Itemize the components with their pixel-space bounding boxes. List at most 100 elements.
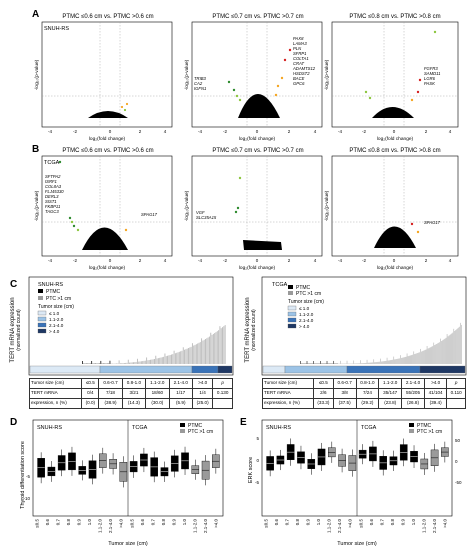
- b1-dataset-label: TCGA: [44, 160, 60, 166]
- bar: [447, 336, 449, 364]
- bar: [456, 329, 457, 364]
- bar: [207, 337, 209, 364]
- bar: [448, 335, 450, 364]
- bar: [436, 343, 437, 364]
- c-left-dataset: SNUH-RS: [38, 282, 63, 288]
- c-right-legend: PTMC PTC >1 cm Tumor size (cm) ≤ 1.0 1.1…: [287, 285, 324, 329]
- a2-points: [227, 48, 292, 118]
- bar: [150, 359, 151, 364]
- bar: [143, 360, 145, 364]
- svg-text:FLJ45330: FLJ45330: [45, 189, 64, 194]
- b3-frame: [331, 155, 459, 257]
- x-tick-label: 2.1-4.0: [337, 519, 342, 534]
- bar: [157, 358, 159, 364]
- c-ylabel-left: TERT mRNA expression: [10, 297, 16, 362]
- panel-e: ERK score SNUH-RS TCGA PTMC PTC >1 cm 5 …: [248, 419, 462, 547]
- bar: [168, 355, 170, 364]
- bar: [386, 357, 388, 364]
- svg-text:0: 0: [109, 258, 112, 263]
- bar: [218, 330, 220, 364]
- bar: [439, 342, 440, 364]
- a2-title: PTMC ≤0.7 cm vs. PTMC >0.7 cm: [212, 14, 303, 20]
- bar: [451, 333, 453, 364]
- bar: [437, 343, 438, 364]
- c-left-size-strip: [29, 365, 233, 374]
- svg-text:DERL3: DERL3: [45, 194, 59, 199]
- bar: [156, 358, 158, 364]
- svg-text:2: 2: [139, 258, 142, 263]
- c-left-bars: [82, 325, 226, 364]
- bar: [381, 361, 383, 364]
- svg-text:-log₁₀(p-value): -log₁₀(p-value): [184, 59, 190, 90]
- bar: [399, 358, 400, 364]
- bar: [191, 343, 193, 364]
- svg-text:-4: -4: [198, 129, 202, 134]
- bar: [346, 360, 348, 364]
- bar: [460, 322, 461, 364]
- bar: [457, 328, 458, 364]
- a3-gene-right: LGR6: [424, 76, 436, 81]
- bar: [452, 332, 454, 364]
- e-xlabel: Tumor size (cm): [337, 541, 377, 547]
- a2-gene-right: GPC6: [293, 81, 305, 86]
- bar: [194, 344, 196, 364]
- svg-text:-4: -4: [198, 258, 202, 263]
- bar: [363, 363, 365, 364]
- a1-dataset-label: SNUH-RS: [44, 26, 69, 32]
- bar: [372, 362, 374, 364]
- bar: [109, 360, 111, 364]
- bar: [211, 334, 213, 364]
- legend-ptc-swatch: [38, 296, 43, 300]
- svg-text:-2: -2: [362, 129, 366, 134]
- e-ytick-right: -50: [455, 480, 462, 485]
- bar: [388, 360, 390, 364]
- bar: [171, 354, 172, 364]
- bar: [117, 363, 119, 364]
- x-tick-label: 0.9: [172, 519, 177, 526]
- bar: [320, 360, 321, 364]
- bar: [440, 338, 441, 364]
- bar: [427, 348, 429, 364]
- bar: [395, 359, 396, 364]
- bar: [208, 336, 210, 364]
- bar: [429, 347, 431, 364]
- bar: [381, 361, 382, 364]
- bar: [174, 353, 176, 364]
- a3-gene-right: FGFR3: [424, 66, 438, 71]
- bar: [82, 361, 83, 364]
- a-xticks: -4 -2 0 2 4 -4 -2 0 2 4 -4 -2 0 2 4: [48, 129, 452, 134]
- x-tick-label: 0.8: [295, 519, 300, 526]
- bar: [219, 326, 221, 364]
- a2-frame: [191, 21, 323, 128]
- c-right-size-strip: [262, 365, 466, 374]
- x-tick-label: >4.0: [214, 519, 219, 528]
- bar: [423, 350, 425, 364]
- bar: [422, 350, 424, 364]
- e-right-label: TCGA: [361, 425, 377, 431]
- bar: [206, 338, 208, 364]
- svg-text:Tumor size (cm): Tumor size (cm): [288, 299, 324, 305]
- c-left-table: Tumor size (cm) ≤0.5 0.6-0.7 0.8-1.0 1.1-2…: [28, 378, 233, 409]
- b3-title: PTMC ≤0.8 cm vs. PTMC >0.8 cm: [349, 148, 440, 154]
- x-tick-label: 0.6: [45, 519, 50, 526]
- bar: [378, 361, 379, 364]
- b2-frame: [191, 155, 323, 257]
- bar: [453, 328, 455, 364]
- a2-gene-right: COLTA1: [293, 56, 309, 61]
- x-tick-label: >4.0: [348, 519, 353, 528]
- bar: [357, 363, 358, 364]
- bar: [360, 360, 361, 364]
- bar: [178, 351, 180, 364]
- svg-text:PTC >1 cm: PTC >1 cm: [296, 291, 321, 297]
- svg-text:-log₁₀(p-value): -log₁₀(p-value): [324, 190, 330, 221]
- x-tick-label: 1.1-2.0: [193, 519, 198, 534]
- svg-text:2.1-4.0: 2.1-4.0: [49, 323, 64, 328]
- svg-text:2: 2: [288, 258, 291, 263]
- svg-text:-2: -2: [73, 129, 77, 134]
- bar: [404, 356, 406, 364]
- svg-text:4: 4: [314, 129, 317, 134]
- b3-points: [374, 222, 420, 248]
- x-tick-label: 0.7: [284, 519, 289, 526]
- bar: [438, 342, 439, 364]
- bar: [445, 337, 447, 364]
